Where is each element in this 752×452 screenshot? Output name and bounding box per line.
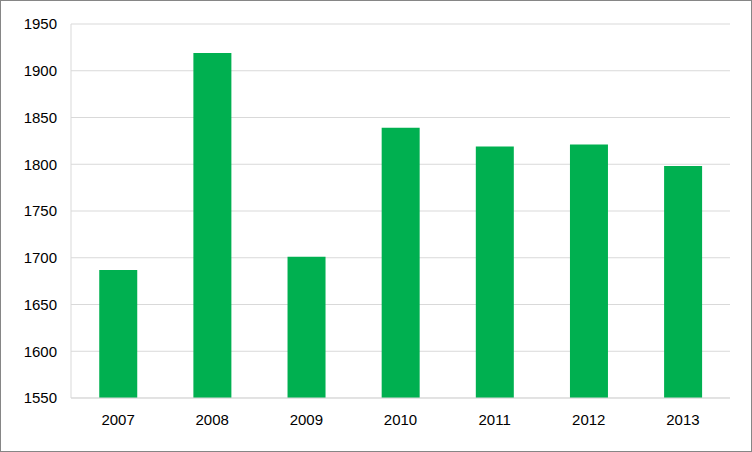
svg-text:1600: 1600 — [24, 343, 57, 360]
svg-text:1800: 1800 — [24, 156, 57, 173]
svg-text:1950: 1950 — [24, 15, 57, 32]
svg-text:1550: 1550 — [24, 389, 57, 406]
svg-text:2012: 2012 — [572, 411, 605, 428]
svg-text:2008: 2008 — [196, 411, 229, 428]
svg-text:1700: 1700 — [24, 249, 57, 266]
svg-text:2013: 2013 — [666, 411, 699, 428]
svg-text:1850: 1850 — [24, 109, 57, 126]
svg-text:2010: 2010 — [384, 411, 417, 428]
svg-text:1750: 1750 — [24, 202, 57, 219]
svg-text:2011: 2011 — [479, 411, 511, 428]
svg-text:1650: 1650 — [24, 296, 57, 313]
svg-text:2007: 2007 — [101, 411, 134, 428]
svg-text:2009: 2009 — [290, 411, 323, 428]
svg-text:1900: 1900 — [24, 62, 57, 79]
